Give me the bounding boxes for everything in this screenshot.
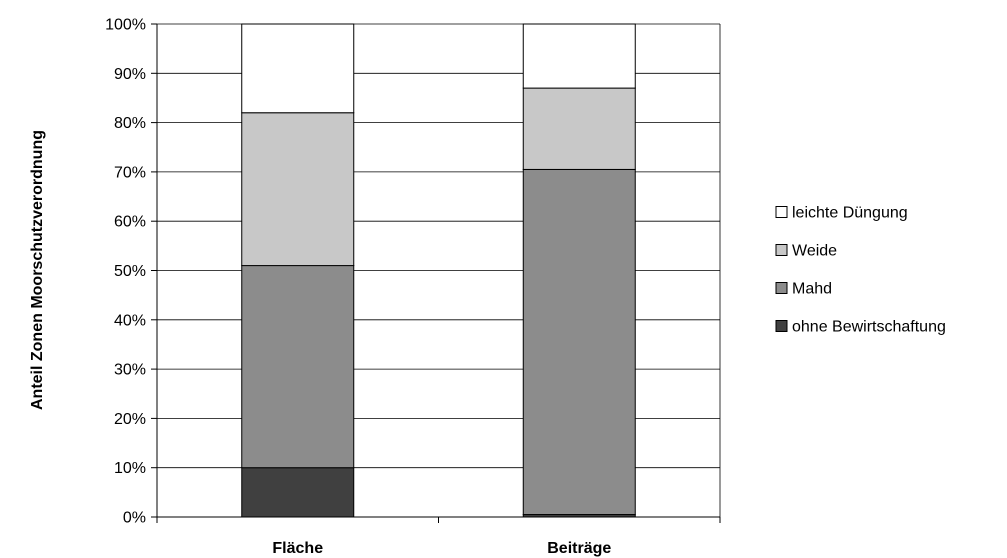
y-tick-label: 100% (105, 17, 146, 34)
y-tick-label: 0% (123, 510, 146, 527)
legend-label: Weide (792, 243, 837, 260)
legend: leichte Düngung Weide Mahd ohne Bewirtschaf… (775, 205, 946, 336)
x-tick-label: Fläche (272, 540, 323, 557)
y-axis-label: Anteil Zonen Moorschutzverordnung (29, 130, 46, 410)
x-tick-label: Beiträge (547, 540, 611, 557)
bar-segment (522, 168, 636, 516)
y-tick-label: 70% (114, 164, 146, 181)
y-tick-label: 30% (114, 362, 146, 379)
bar-segment (241, 265, 355, 469)
y-tick-label: 60% (114, 214, 146, 231)
legend-swatch (775, 206, 788, 218)
y-tick-label: 80% (114, 115, 146, 132)
y-tick-label: 10% (114, 460, 146, 477)
axes (151, 23, 721, 523)
bars (241, 23, 636, 518)
x-tick-labels: Fläche Beiträge (272, 540, 611, 557)
legend-swatch (775, 282, 788, 294)
bar-segment (522, 87, 636, 170)
y-tick-label: 90% (114, 66, 146, 83)
legend-label: leichte Düngung (792, 205, 908, 222)
y-tick-label: 20% (114, 411, 146, 428)
legend-label: ohne Bewirtschaftung (792, 319, 946, 336)
bar-segment (241, 467, 355, 518)
bar-segment (522, 23, 636, 89)
y-tick-label: 50% (114, 263, 146, 280)
legend-swatch (775, 244, 788, 256)
y-tick-labels: 0% 10% 20% 30% 40% 50% 60% 70% 80% 90% 100% (105, 17, 146, 527)
y-tick-label: 40% (114, 312, 146, 329)
legend-swatch (775, 320, 788, 332)
bar-segment (241, 23, 355, 114)
bar-segment (241, 112, 355, 267)
legend-label: Mahd (792, 281, 832, 298)
